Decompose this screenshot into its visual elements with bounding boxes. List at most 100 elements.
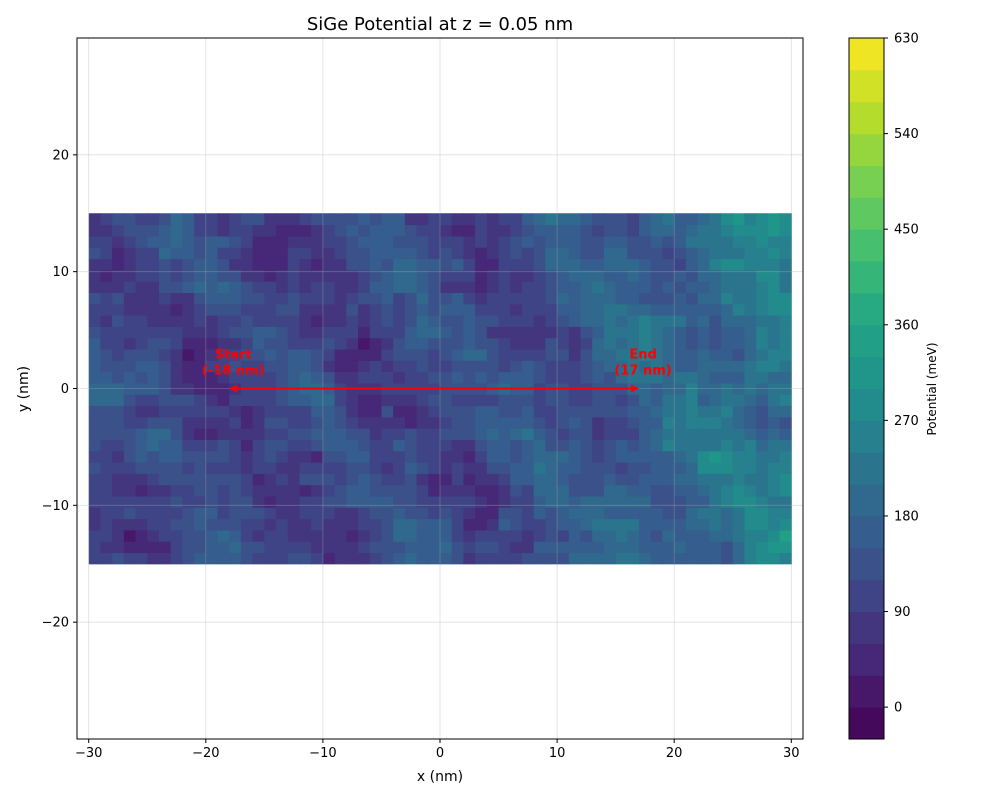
heatmap-cell bbox=[463, 473, 476, 486]
heatmap-cell bbox=[112, 315, 125, 327]
heatmap-cell bbox=[299, 394, 312, 407]
heatmap-cell bbox=[252, 360, 265, 373]
heatmap-cell bbox=[311, 303, 324, 316]
heatmap-cell bbox=[158, 224, 172, 237]
heatmap-cell bbox=[404, 473, 418, 486]
heatmap-cell bbox=[229, 473, 242, 486]
heatmap-cell bbox=[545, 552, 558, 565]
heatmap-cell bbox=[521, 529, 535, 542]
heatmap-cell bbox=[135, 416, 148, 429]
heatmap-cell bbox=[580, 348, 593, 361]
heatmap-cell bbox=[463, 213, 476, 226]
heatmap-cell bbox=[369, 326, 383, 339]
heatmap-cell bbox=[592, 247, 605, 260]
heatmap-cell bbox=[428, 348, 441, 361]
heatmap-cell bbox=[428, 518, 441, 531]
heatmap-cell bbox=[603, 484, 617, 497]
heatmap-cell bbox=[685, 416, 699, 429]
heatmap-cell bbox=[603, 541, 617, 554]
heatmap-cell bbox=[475, 315, 488, 327]
heatmap-cell bbox=[697, 541, 710, 554]
heatmap-cell bbox=[603, 473, 617, 486]
heatmap-cell bbox=[721, 337, 734, 350]
heatmap-cell bbox=[229, 224, 242, 237]
heatmap-cell bbox=[311, 439, 324, 452]
heatmap-cell bbox=[603, 495, 617, 508]
heatmap-cell bbox=[334, 258, 347, 271]
heatmap-cell bbox=[358, 213, 371, 226]
heatmap-cell bbox=[381, 484, 394, 497]
heatmap-cell bbox=[721, 495, 734, 508]
heatmap-cell bbox=[287, 541, 301, 554]
heatmap-cell bbox=[767, 507, 781, 520]
heatmap-cell bbox=[88, 439, 102, 452]
heatmap-cell bbox=[404, 258, 418, 271]
heatmap-cell bbox=[88, 360, 102, 373]
heatmap-cell bbox=[428, 461, 441, 474]
heatmap-cell bbox=[779, 382, 792, 395]
heatmap-cell bbox=[744, 258, 757, 271]
heatmap-cell bbox=[404, 360, 418, 373]
heatmap-cell bbox=[158, 428, 172, 440]
heatmap-cell bbox=[545, 484, 558, 497]
heatmap-cell bbox=[393, 416, 406, 429]
heatmap-cell bbox=[451, 258, 465, 271]
heatmap-cell bbox=[580, 428, 593, 440]
heatmap-cell bbox=[112, 518, 125, 531]
heatmap-cell bbox=[287, 461, 301, 474]
heatmap-cell bbox=[674, 213, 687, 226]
heatmap-cell bbox=[685, 235, 699, 248]
heatmap-cell bbox=[158, 484, 172, 497]
heatmap-cell bbox=[451, 450, 465, 463]
heatmap-cell bbox=[240, 326, 254, 339]
heatmap-cell bbox=[627, 416, 640, 429]
heatmap-cell bbox=[147, 337, 160, 350]
x-tick-label: 10 bbox=[549, 746, 566, 761]
heatmap-cell bbox=[557, 281, 570, 293]
heatmap-cell bbox=[311, 529, 324, 542]
heatmap-cell bbox=[123, 484, 137, 497]
heatmap-cell bbox=[779, 247, 792, 260]
heatmap-cell bbox=[650, 360, 664, 373]
heatmap-cell bbox=[779, 484, 792, 497]
heatmap-cell bbox=[697, 495, 710, 508]
heatmap-cell bbox=[404, 292, 418, 305]
heatmap-cell bbox=[123, 394, 137, 407]
heatmap-cell bbox=[299, 213, 312, 226]
heatmap-cell bbox=[533, 439, 546, 452]
heatmap-cell bbox=[205, 541, 219, 554]
heatmap-cell bbox=[194, 258, 207, 271]
heatmap-cell bbox=[112, 405, 125, 418]
heatmap-cell bbox=[592, 337, 605, 350]
heatmap-cell bbox=[404, 326, 418, 339]
heatmap-cell bbox=[498, 258, 511, 271]
heatmap-cell bbox=[217, 541, 230, 554]
heatmap-cell bbox=[322, 416, 336, 429]
heatmap-cell bbox=[662, 450, 675, 463]
heatmap-cell bbox=[170, 405, 183, 418]
heatmap-cell bbox=[264, 461, 277, 474]
heatmap-cell bbox=[440, 405, 453, 418]
heatmap-cell bbox=[100, 235, 113, 248]
heatmap-cell bbox=[475, 450, 488, 463]
heatmap-cell bbox=[358, 269, 371, 282]
heatmap-cell bbox=[299, 439, 312, 452]
heatmap-cell bbox=[568, 326, 582, 339]
heatmap-cell bbox=[568, 461, 582, 474]
heatmap-cell bbox=[756, 269, 769, 282]
heatmap-cell bbox=[369, 281, 383, 293]
heatmap-cell bbox=[264, 405, 277, 418]
heatmap-cell bbox=[557, 541, 570, 554]
heatmap-cell bbox=[545, 529, 558, 542]
heatmap-cell bbox=[299, 450, 312, 463]
heatmap-cell bbox=[404, 235, 418, 248]
heatmap-cell bbox=[170, 281, 183, 293]
heatmap-cell bbox=[615, 484, 628, 497]
heatmap-cell bbox=[346, 439, 359, 452]
heatmap-cell bbox=[322, 337, 336, 350]
heatmap-cell bbox=[416, 461, 429, 474]
heatmap-cell bbox=[756, 439, 769, 452]
heatmap-cell bbox=[88, 371, 102, 384]
heatmap-cell bbox=[545, 405, 558, 418]
